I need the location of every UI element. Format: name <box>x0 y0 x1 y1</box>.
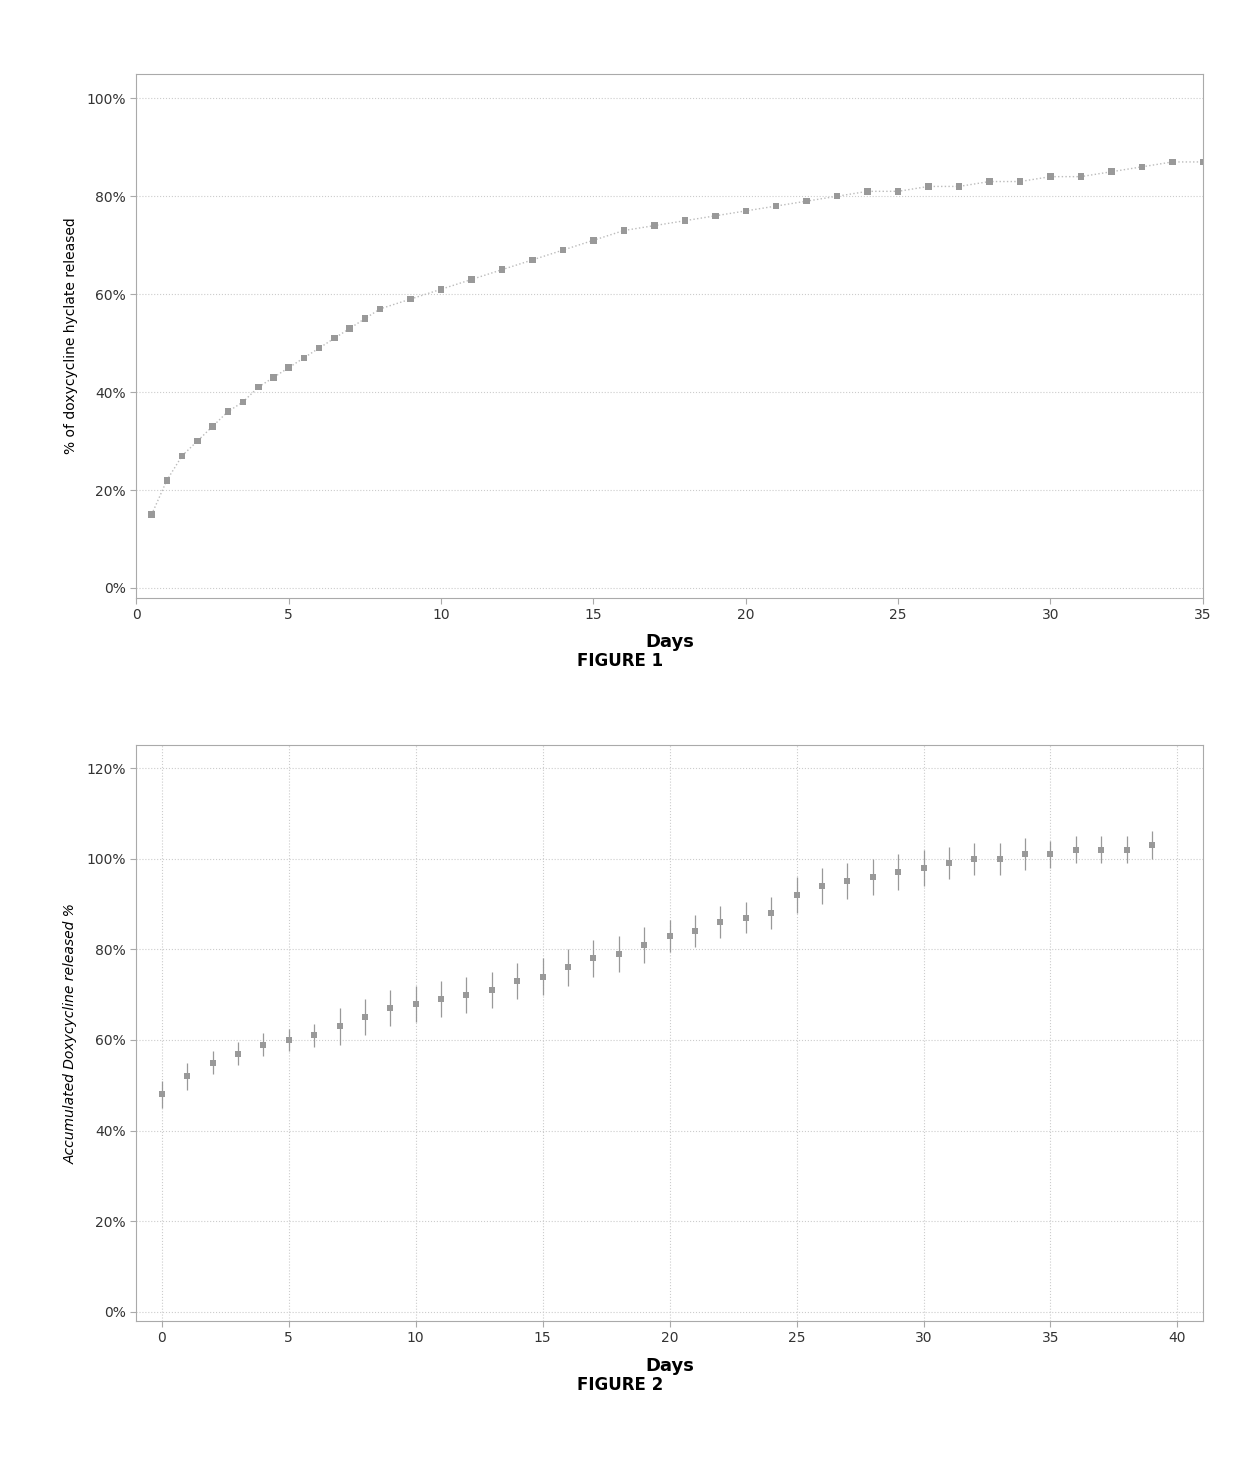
Point <box>157 468 177 492</box>
Point <box>827 184 847 208</box>
X-axis label: Days: Days <box>645 633 694 651</box>
Point <box>371 297 391 320</box>
Point <box>432 277 451 301</box>
Point <box>279 356 299 379</box>
Point <box>980 170 999 193</box>
Point <box>584 229 604 252</box>
Point <box>919 174 939 198</box>
Point <box>355 307 374 331</box>
Point <box>614 218 634 242</box>
Point <box>1071 165 1091 189</box>
Point <box>248 375 268 399</box>
Point <box>233 390 253 413</box>
Point <box>1162 151 1182 174</box>
Point <box>172 444 192 468</box>
Text: FIGURE 1: FIGURE 1 <box>577 652 663 670</box>
Point <box>1193 151 1213 174</box>
Point <box>858 180 878 204</box>
Point <box>218 400 238 424</box>
Point <box>949 174 968 198</box>
Point <box>461 267 481 291</box>
Point <box>675 210 694 233</box>
Point <box>325 326 345 350</box>
Point <box>141 503 161 527</box>
Point <box>735 199 755 223</box>
Point <box>888 180 908 204</box>
Point <box>294 345 314 369</box>
Point <box>1011 170 1030 193</box>
Point <box>1101 159 1121 183</box>
Point <box>202 415 222 438</box>
Y-axis label: Accumulated Doxycycline released %: Accumulated Doxycycline released % <box>64 903 78 1163</box>
X-axis label: Days: Days <box>645 1356 694 1374</box>
Point <box>401 288 420 311</box>
Point <box>522 248 542 272</box>
Point <box>340 317 360 341</box>
Point <box>264 366 284 390</box>
Point <box>1040 165 1060 189</box>
Point <box>187 430 207 453</box>
Point <box>553 238 573 261</box>
Point <box>797 189 817 213</box>
Point <box>1132 155 1152 179</box>
Point <box>766 195 786 218</box>
Point <box>492 258 512 282</box>
Y-axis label: % of doxycycline hyclate released: % of doxycycline hyclate released <box>64 217 78 455</box>
Point <box>309 337 329 360</box>
Point <box>645 214 665 238</box>
Text: FIGURE 2: FIGURE 2 <box>577 1376 663 1393</box>
Point <box>706 204 725 227</box>
